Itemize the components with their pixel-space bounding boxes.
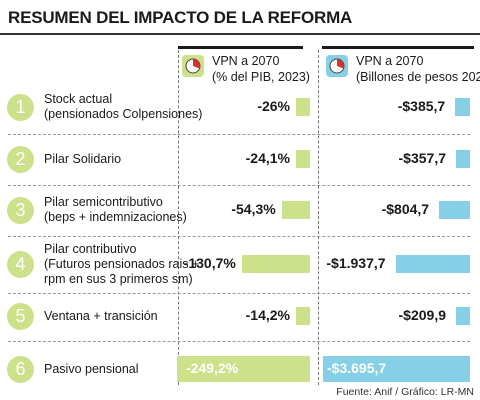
row-label-line: (Futuros pensionados rais + <box>44 256 200 271</box>
row-label-line: Pilar Solidario <box>44 151 122 166</box>
bar-pib <box>296 150 310 168</box>
source-note: Fuente: Anif / Gráfico: LR-MN <box>336 386 474 398</box>
row-divider <box>8 134 470 135</box>
column-divider-right <box>318 50 319 385</box>
row-label: Pilar semicontributivo (beps + indemnizac… <box>44 195 187 225</box>
bar-billones <box>456 150 470 168</box>
pie-chart-icon <box>182 55 204 77</box>
value-label-billones: -$385,7 <box>397 98 446 114</box>
row-label-line: (pensionados Colpensiones) <box>44 107 203 121</box>
row-label: Stock actual (pensionados Colpensiones) <box>44 92 202 122</box>
column-header-pib: VPN a 2070 (% del PIB, 2023) <box>178 46 310 86</box>
row-label: Pasivo pensional <box>44 362 139 377</box>
bar-billones <box>455 98 470 116</box>
column-header-billones-line1: VPN a 2070 <box>356 54 424 68</box>
bar-pib <box>296 307 310 325</box>
value-label-pib: -54,3% <box>231 201 276 217</box>
bar-billones <box>323 356 470 382</box>
value-label-pib: -14,2% <box>245 307 290 323</box>
bar-pib <box>177 356 310 382</box>
row-number-badge: 5 <box>7 302 34 330</box>
title-rule <box>0 33 480 35</box>
column-header-pib-line1: VPN a 2070 <box>212 54 280 68</box>
row-label-line: rpm en sus 3 primeros sm) <box>44 271 193 286</box>
value-label-billones: -$804,7 <box>381 201 430 217</box>
value-label-billones: -$1.937,7 <box>326 255 386 271</box>
row-label: Ventana + transición <box>44 309 158 324</box>
row-label-line: (beps + indemnizaciones) <box>44 210 187 224</box>
row-label-line: Pilar contributivo <box>44 241 137 256</box>
row-number-badge: 1 <box>7 93 34 121</box>
chart-title: RESUMEN DEL IMPACTO DE LA REFORMA <box>8 8 353 27</box>
row-number-badge: 2 <box>7 145 34 173</box>
bar-billones <box>395 255 470 273</box>
row-label-line: Pilar semicontributivo <box>44 195 163 209</box>
value-label-pib: -24,1% <box>245 150 290 166</box>
bar-pib <box>241 255 310 273</box>
row-label: Pilar Solidario <box>44 152 121 167</box>
row-label-line: Stock actual <box>44 92 113 106</box>
bar-billones <box>456 307 470 325</box>
row-number-badge: 6 <box>7 355 34 383</box>
row-divider <box>8 293 470 294</box>
row-divider <box>8 236 470 237</box>
column-header-pib-line2: (% del PIB, 2023) <box>212 70 310 84</box>
column-header-billones: VPN a 2070 (Billones de pesos 2023) <box>322 46 480 86</box>
row-label-line: Ventana + transición <box>44 308 158 323</box>
row-divider <box>8 185 470 186</box>
value-label-billones: -$357,7 <box>398 150 446 166</box>
row-divider <box>8 341 470 342</box>
bar-pib <box>281 201 310 219</box>
value-label-pib: -249,2% <box>186 360 239 376</box>
row-number-badge: 3 <box>7 196 34 224</box>
value-label-billones: -$209,9 <box>398 307 446 323</box>
bar-pib <box>296 98 310 116</box>
value-label-pib: -130,7% <box>183 255 236 271</box>
pie-chart-icon <box>326 55 348 77</box>
column-header-billones-line2: (Billones de pesos 2023) <box>356 70 480 84</box>
bar-billones <box>439 201 470 219</box>
value-label-billones: -$3.695,7 <box>327 360 387 376</box>
row-number-badge: 4 <box>7 250 34 278</box>
column-divider-left <box>178 50 179 385</box>
row-label-line: Pasivo pensional <box>44 361 139 376</box>
row-label: Pilar contributivo (Futuros pensionados r… <box>44 242 199 287</box>
value-label-pib: -26% <box>257 98 290 114</box>
